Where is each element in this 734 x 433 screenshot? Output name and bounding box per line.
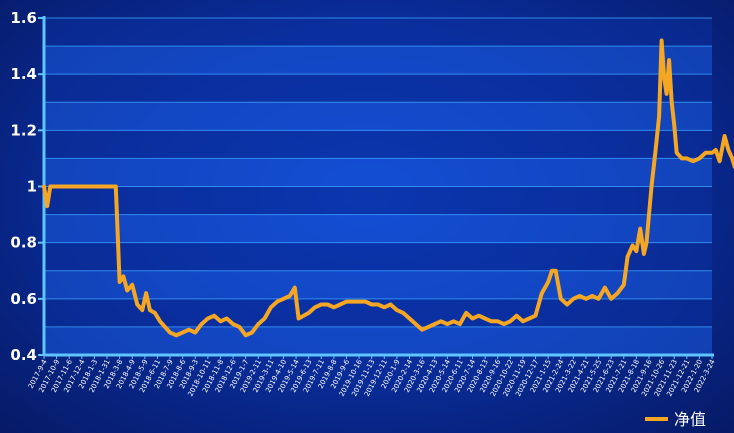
- series-line: [42, 38, 734, 338]
- y-tick-label: 1.4: [10, 65, 37, 83]
- y-tick-label: 1: [27, 178, 37, 196]
- plot-band: [44, 214, 712, 243]
- plot-band: [44, 74, 712, 103]
- plot-band: [44, 242, 712, 271]
- y-tick-label: 0.6: [10, 290, 37, 308]
- y-tick-label: 0.8: [10, 234, 37, 252]
- legend: 净值: [645, 410, 706, 429]
- legend-label: 净值: [674, 410, 706, 429]
- plot-band: [44, 46, 712, 75]
- plot-band: [44, 158, 712, 187]
- series-layer: [42, 38, 734, 338]
- plot-band: [44, 326, 712, 355]
- plot-band: [44, 102, 712, 131]
- y-tick-label: 0.4: [10, 346, 37, 364]
- y-tick-label: 1.6: [10, 9, 37, 27]
- plot-band: [44, 18, 712, 47]
- plot-band: [44, 130, 712, 159]
- y-tick-label: 1.2: [10, 121, 37, 139]
- x-axis-tick-labels: 2017-9-42017-10-92017-11-62017-12-42018-…: [27, 358, 717, 398]
- y-axis-tick-labels: 0.4 0.6 0.8 1 1.2 1.4 1.6: [10, 9, 37, 364]
- plot-band: [44, 186, 712, 215]
- plot-background-bands: [44, 18, 712, 355]
